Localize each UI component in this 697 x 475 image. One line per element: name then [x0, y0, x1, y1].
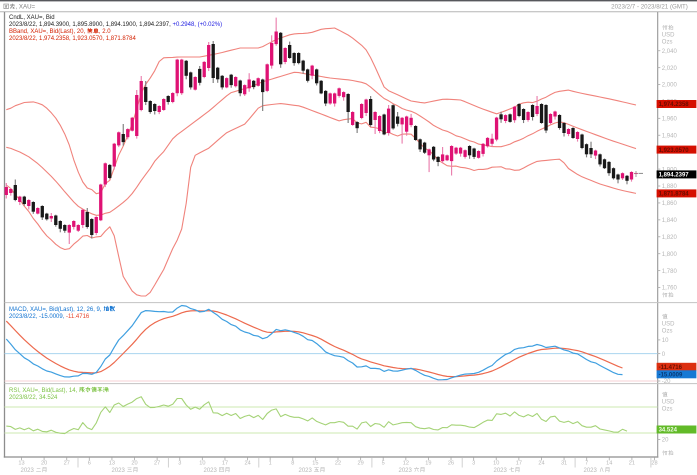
- svg-text:14: 14: [606, 461, 612, 467]
- svg-text:1,900: 1,900: [662, 167, 678, 173]
- svg-text:1,974.2358: 1,974.2358: [659, 102, 690, 108]
- svg-text:20: 20: [131, 461, 137, 467]
- svg-text:2023/2/7 - 2023/8/21 (GMT): 2023/2/7 - 2023/8/21 (GMT): [611, 4, 688, 11]
- svg-text:19: 19: [425, 461, 431, 467]
- svg-text:1,923.0570: 1,923.0570: [659, 148, 690, 154]
- svg-text:29: 29: [357, 461, 363, 467]
- svg-text:34.524: 34.524: [659, 428, 678, 434]
- svg-text:1: 1: [269, 461, 272, 467]
- svg-text:2023: 2023: [398, 468, 412, 474]
- svg-text:BBand, XAU=, Bid(Last), 20,: BBand, XAU=, Bid(Last), 20,: [9, 29, 87, 35]
- svg-text:Ozs: Ozs: [662, 40, 673, 46]
- svg-text:1,780: 1,780: [662, 269, 678, 275]
- svg-text:2,000: 2,000: [662, 83, 678, 89]
- svg-text:5: 5: [382, 461, 385, 467]
- svg-text:1,894.2397: 1,894.2397: [659, 173, 690, 179]
- svg-text:-11.4716: -11.4716: [66, 314, 90, 320]
- svg-text:24: 24: [538, 461, 544, 467]
- svg-text:USD: USD: [662, 400, 675, 406]
- svg-text:2023/8/22, -15.0009,: 2023/8/22, -15.0009,: [9, 314, 66, 320]
- svg-text:Ozs: Ozs: [662, 329, 673, 335]
- svg-text:MACD, XAU=, Bid(Last), 12, 26,: MACD, XAU=, Bid(Last), 12, 26, 9,: [9, 307, 103, 313]
- svg-text:10: 10: [199, 461, 205, 467]
- svg-text:15: 15: [312, 461, 318, 467]
- svg-text:-11.4716: -11.4716: [659, 365, 683, 371]
- svg-text:2023: 2023: [203, 468, 217, 474]
- svg-text:31: 31: [561, 461, 567, 467]
- svg-text:2,040: 2,040: [662, 49, 678, 55]
- svg-text:27: 27: [154, 461, 160, 467]
- svg-text:28: 28: [651, 461, 657, 467]
- svg-text:2,020: 2,020: [662, 66, 678, 72]
- svg-text:8: 8: [291, 461, 294, 467]
- svg-text:20: 20: [662, 438, 669, 444]
- svg-text:6: 6: [88, 461, 91, 467]
- svg-text:26: 26: [448, 461, 454, 467]
- svg-text:1,760: 1,760: [662, 286, 678, 292]
- svg-text:12: 12: [403, 461, 409, 467]
- svg-text:2023: 2023: [583, 468, 597, 474]
- svg-text:-15.0009: -15.0009: [659, 372, 683, 378]
- svg-text:2023/8/22, 34.524: 2023/8/22, 34.524: [9, 395, 58, 401]
- svg-text:2023/8/22, 1,974.2358, 1,923.0: 2023/8/22, 1,974.2358, 1,923.0570, 1,871…: [9, 36, 136, 42]
- svg-text:RSI, XAU=, Bid(Last), 14,: RSI, XAU=, Bid(Last), 14,: [9, 388, 79, 394]
- svg-text:7: 7: [585, 461, 588, 467]
- svg-text:1,840: 1,840: [662, 218, 678, 224]
- svg-text:2023: 2023: [493, 468, 507, 474]
- svg-text:1,940: 1,940: [662, 133, 678, 139]
- svg-text:0: 0: [662, 352, 666, 358]
- svg-text:1,820: 1,820: [662, 235, 678, 241]
- svg-text:USD: USD: [662, 33, 675, 39]
- svg-text:3: 3: [178, 461, 181, 467]
- svg-text:2023: 2023: [298, 468, 312, 474]
- svg-text:10: 10: [493, 461, 499, 467]
- svg-text:13: 13: [18, 461, 24, 467]
- svg-text:17: 17: [516, 461, 522, 467]
- svg-text:2023: 2023: [111, 468, 125, 474]
- svg-text:Ozs: Ozs: [662, 407, 673, 413]
- svg-text:10: 10: [662, 338, 669, 344]
- svg-text:1,960: 1,960: [662, 117, 678, 123]
- svg-text:22: 22: [335, 461, 341, 467]
- svg-text:27: 27: [64, 461, 70, 467]
- svg-text:3: 3: [472, 461, 475, 467]
- svg-text:1,880: 1,880: [662, 184, 678, 190]
- svg-text:21: 21: [629, 461, 635, 467]
- svg-text:17: 17: [222, 461, 228, 467]
- svg-text:13: 13: [109, 461, 115, 467]
- svg-text:1,871.8784: 1,871.8784: [659, 192, 690, 198]
- svg-text:20: 20: [41, 461, 47, 467]
- svg-text:-20: -20: [662, 379, 671, 385]
- svg-text:1,860: 1,860: [662, 201, 678, 207]
- svg-text:CndL, XAU=, Bid: CndL, XAU=, Bid: [9, 15, 55, 21]
- svg-text:+0.2948, (+0.02%): +0.2948, (+0.02%): [172, 22, 222, 28]
- svg-text:2023: 2023: [20, 468, 34, 474]
- svg-text:, XAU=: , XAU=: [15, 4, 35, 11]
- svg-text:2023/8/22, 1,894.3900, 1,895.8: 2023/8/22, 1,894.3900, 1,895.8900, 1,894…: [9, 22, 172, 28]
- svg-text:24: 24: [244, 461, 250, 467]
- svg-text:1,800: 1,800: [662, 252, 678, 258]
- svg-text:USD: USD: [662, 322, 675, 328]
- svg-text:, 2.0: , 2.0: [99, 29, 111, 35]
